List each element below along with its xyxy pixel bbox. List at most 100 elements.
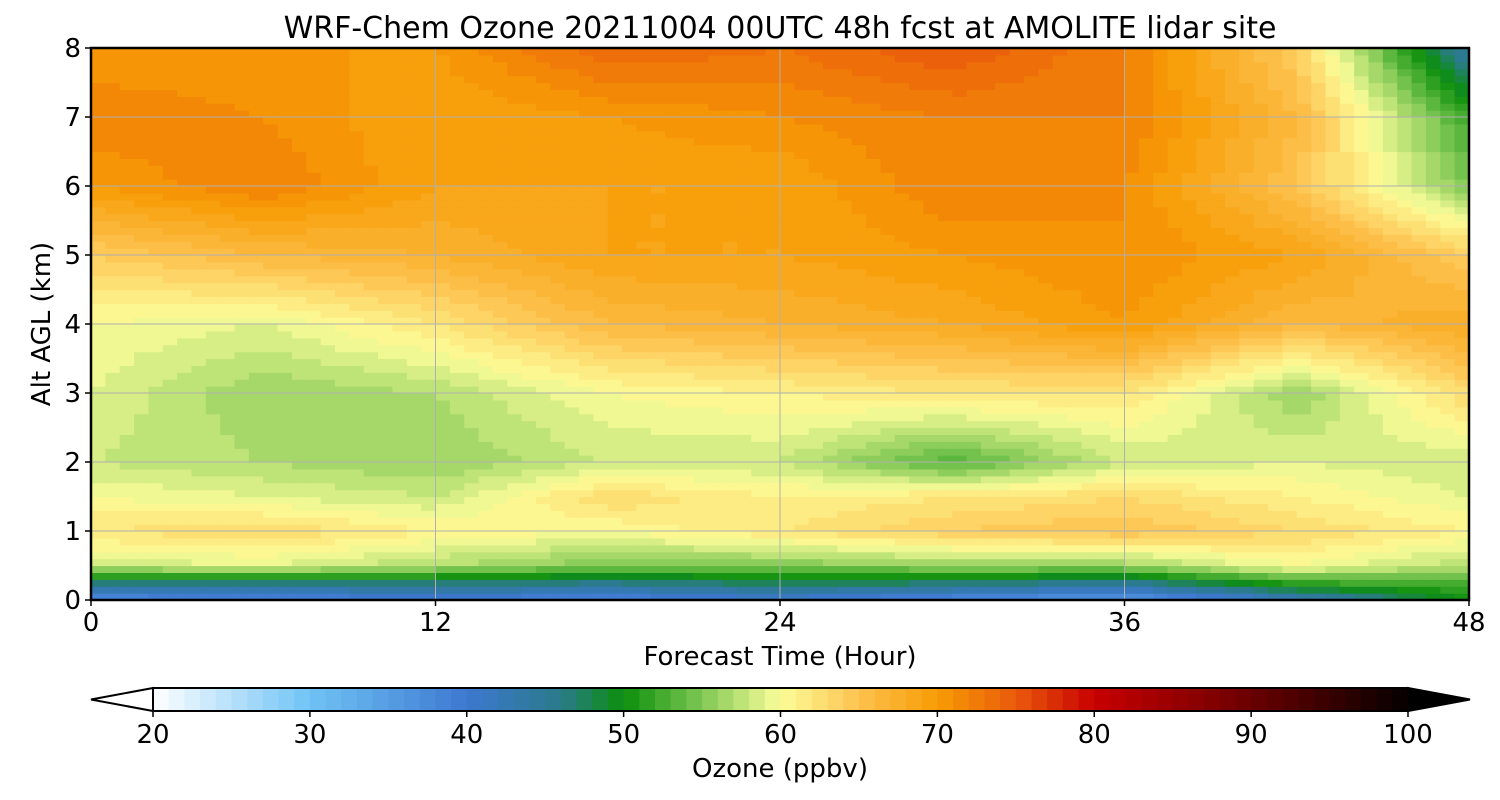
heatmap-cell xyxy=(134,289,150,297)
heatmap-cell xyxy=(306,365,322,373)
heatmap-cell xyxy=(823,330,839,339)
heatmap-cell xyxy=(492,372,508,380)
heatmap-cell xyxy=(91,544,106,553)
heatmap-cell xyxy=(1024,565,1039,573)
heatmap-cell xyxy=(966,413,982,422)
heatmap-cell xyxy=(966,537,982,546)
heatmap-cell xyxy=(1282,393,1298,401)
heatmap-cell xyxy=(837,317,853,325)
heatmap-cell xyxy=(1354,496,1370,504)
heatmap-cell xyxy=(823,434,839,442)
heatmap-cell xyxy=(636,344,652,353)
heatmap-cell xyxy=(449,475,465,484)
heatmap-cell xyxy=(162,330,178,339)
heatmap-cell xyxy=(162,579,178,587)
heatmap-cell xyxy=(823,441,839,449)
heatmap-cell xyxy=(91,317,106,325)
heatmap-cell xyxy=(191,413,207,422)
heatmap-cell xyxy=(995,565,1011,573)
heatmap-cell xyxy=(923,448,939,456)
heatmap-cell xyxy=(1425,413,1441,422)
heatmap-cell xyxy=(751,572,767,580)
heatmap-cell xyxy=(492,517,508,525)
heatmap-cell xyxy=(1239,565,1255,573)
heatmap-cell xyxy=(952,510,968,518)
heatmap-cell xyxy=(751,296,767,304)
heatmap-cell xyxy=(492,572,508,580)
heatmap-cell xyxy=(435,365,451,373)
heatmap-cell xyxy=(148,593,164,601)
heatmap-cell xyxy=(751,317,767,325)
heatmap-cell xyxy=(263,551,279,560)
heatmap-cell xyxy=(1009,462,1025,470)
heatmap-cell xyxy=(722,289,738,297)
heatmap-cell xyxy=(435,496,451,504)
heatmap-cell xyxy=(564,544,580,553)
heatmap-cell xyxy=(148,434,164,442)
heatmap-cell xyxy=(91,399,106,408)
heatmap-cell xyxy=(1210,572,1226,580)
heatmap-cell xyxy=(1124,462,1140,470)
heatmap-cell xyxy=(995,462,1011,470)
heatmap-cell xyxy=(306,503,322,511)
heatmap-cell xyxy=(679,544,695,553)
heatmap-cell xyxy=(837,579,853,587)
heatmap-cell xyxy=(148,393,164,401)
heatmap-cell xyxy=(780,434,795,442)
heatmap-cell xyxy=(507,344,523,353)
heatmap-cell xyxy=(693,441,709,449)
heatmap-cell xyxy=(650,531,666,539)
heatmap-cell xyxy=(205,268,221,277)
heatmap-cell xyxy=(535,406,551,415)
heatmap-cell xyxy=(449,365,465,373)
heatmap-cell xyxy=(923,558,939,567)
heatmap-cell xyxy=(291,248,307,256)
heatmap-cell xyxy=(1210,296,1226,304)
heatmap-cell xyxy=(837,255,853,263)
heatmap-cell xyxy=(765,413,781,422)
heatmap-cell xyxy=(607,420,623,429)
heatmap-cell xyxy=(277,241,293,249)
heatmap-cell xyxy=(650,324,666,332)
heatmap-cell xyxy=(1239,544,1255,553)
heatmap-cell xyxy=(1210,241,1226,249)
heatmap-cell xyxy=(177,482,193,491)
heatmap-cell xyxy=(823,255,839,263)
heatmap-cell xyxy=(507,572,523,580)
heatmap-cell xyxy=(751,517,767,525)
heatmap-cell xyxy=(406,482,422,491)
heatmap-cell xyxy=(1067,524,1083,532)
heatmap-cell xyxy=(148,351,164,360)
heatmap-cell xyxy=(248,565,264,573)
heatmap-cell xyxy=(1167,289,1183,297)
heatmap-cell xyxy=(837,399,853,408)
heatmap-cell xyxy=(435,317,451,325)
heatmap-cell xyxy=(995,289,1011,297)
heatmap-cell xyxy=(220,324,236,332)
heatmap-cell xyxy=(263,531,279,539)
heatmap-cell xyxy=(492,448,508,456)
heatmap-cell xyxy=(966,420,982,429)
heatmap-cell xyxy=(923,531,939,539)
heatmap-cell xyxy=(837,558,853,567)
heatmap-cell xyxy=(564,282,580,291)
heatmap-cell xyxy=(1052,441,1068,449)
heatmap-cell xyxy=(306,358,322,366)
heatmap-cell xyxy=(851,365,867,373)
heatmap-cell xyxy=(564,496,580,504)
heatmap-cell xyxy=(1440,358,1456,366)
heatmap-cell xyxy=(1382,351,1398,360)
heatmap-cell xyxy=(119,358,135,366)
heatmap-cell xyxy=(765,531,781,539)
heatmap-cell xyxy=(1382,358,1398,366)
heatmap-cell xyxy=(1024,572,1039,580)
heatmap-cell xyxy=(1138,434,1154,442)
heatmap-cell xyxy=(1110,503,1126,511)
heatmap-cell xyxy=(1138,261,1154,270)
heatmap-cell xyxy=(1440,572,1456,580)
heatmap-cell xyxy=(105,234,121,242)
heatmap-cell xyxy=(478,420,494,429)
heatmap-cell xyxy=(306,399,322,408)
heatmap-cell xyxy=(1138,248,1154,256)
heatmap-cell xyxy=(1210,565,1226,573)
